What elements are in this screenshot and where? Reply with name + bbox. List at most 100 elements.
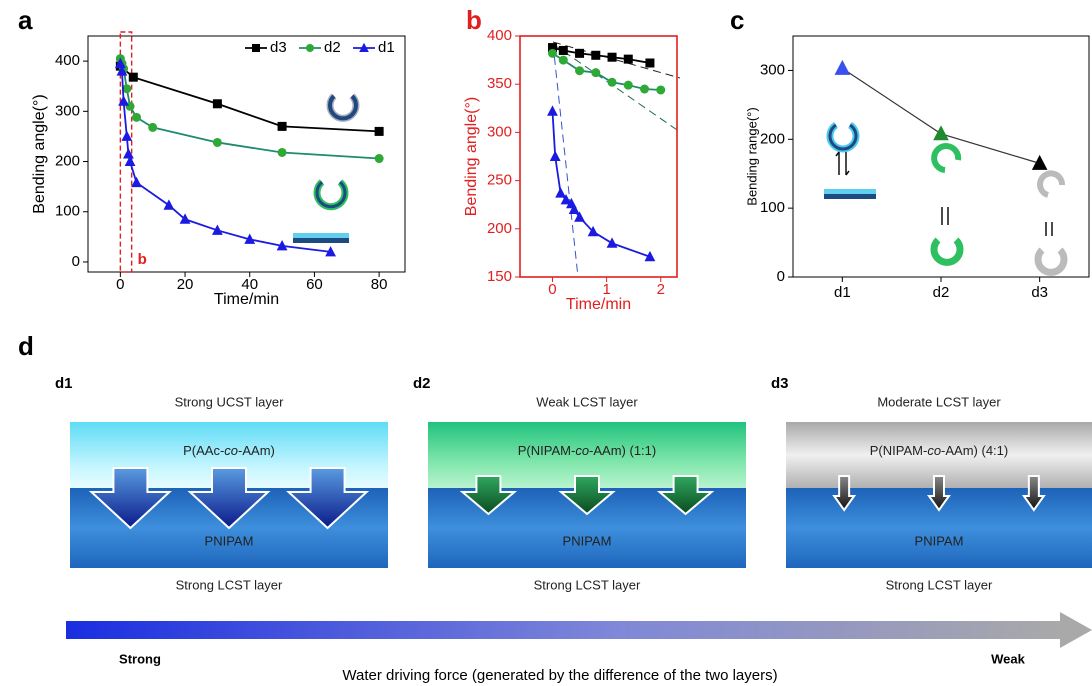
x-tick-label: 1	[602, 281, 610, 298]
y-tick-label: 200	[487, 220, 512, 237]
marker	[148, 122, 158, 132]
marker	[560, 194, 572, 205]
flow-arrow	[832, 475, 857, 512]
upper-layer-label: P(NIPAM-co-AAm) (1:1)	[518, 443, 656, 458]
y-tick-label: 0	[777, 268, 785, 285]
upper-layer-label: P(NIPAM-co-AAm) (4:1)	[870, 443, 1008, 458]
y-axis-label: Bending angle(°)	[31, 94, 48, 213]
y-tick-label: 300	[760, 61, 785, 78]
x-axis-label: Time/min	[566, 296, 631, 313]
lower-layer-label: PNIPAM	[563, 533, 612, 548]
y-tick-label: 400	[55, 52, 80, 69]
legend-label: d3	[270, 39, 287, 56]
marker	[118, 95, 129, 106]
strip-icon	[293, 238, 349, 243]
marker	[547, 48, 557, 58]
marker	[252, 44, 260, 52]
marker	[277, 121, 287, 131]
y-tick-label: 400	[487, 27, 512, 44]
panel-label: a	[18, 5, 33, 35]
y-tick-label: 300	[55, 102, 80, 119]
y-tick-label: 250	[487, 172, 512, 189]
ring-icon	[328, 94, 358, 121]
marker	[212, 99, 222, 109]
slope-line	[552, 43, 579, 278]
upper-layer-part: -AAm) (4:1)	[941, 443, 1008, 458]
upper-layer-part: P(NIPAM-	[870, 443, 928, 458]
panel-label: c	[730, 5, 744, 35]
y-tick-label: 0	[72, 253, 80, 270]
flow-arrow	[459, 475, 518, 516]
marker	[131, 176, 142, 188]
scale-end: Weak	[991, 651, 1025, 666]
bottom-label: Strong LCST layer	[534, 577, 641, 592]
decorations	[293, 41, 1068, 278]
y-tick-label: 200	[760, 130, 785, 147]
marker	[645, 58, 655, 68]
x-tick-label: 2	[657, 281, 665, 298]
ring-icon	[315, 180, 347, 209]
marker	[128, 72, 138, 82]
x-tick-label: 20	[177, 276, 194, 293]
upper-layer-part: P(NIPAM-	[518, 443, 576, 458]
ring-icon	[1037, 170, 1065, 198]
marker	[607, 52, 617, 62]
flow-arrow	[927, 475, 951, 512]
marker	[1031, 154, 1048, 170]
upper-layer-part: -AAm)	[238, 443, 275, 458]
upper-layer-part: co	[927, 443, 941, 458]
x-axis-label: Time/min	[214, 291, 279, 308]
strip-icon	[293, 233, 349, 238]
marker	[359, 42, 369, 52]
flow-arrow	[286, 467, 370, 530]
marker	[132, 112, 142, 122]
upper-layer-part: P(AAc-	[183, 443, 224, 458]
flow-arrow	[187, 467, 271, 530]
bottom-label: Strong LCST layer	[886, 577, 993, 592]
y-tick-label: 300	[487, 123, 512, 140]
top-label: Strong UCST layer	[175, 394, 285, 409]
marker	[306, 44, 314, 52]
x-tick-label: 0	[548, 281, 556, 298]
panel-label: b	[466, 5, 482, 35]
marker	[607, 77, 617, 87]
upper-layer-part: co	[224, 443, 238, 458]
marker	[179, 213, 191, 224]
switch-arrow	[1045, 222, 1053, 236]
marker	[555, 187, 567, 198]
marker	[547, 43, 557, 53]
marker	[834, 59, 851, 75]
plot-frame	[519, 35, 678, 278]
x-tick-label: 40	[241, 276, 258, 293]
marker	[121, 130, 133, 141]
upper-layer-part: -AAm) (1:1)	[589, 443, 656, 458]
bottom-label: Strong LCST layer	[176, 577, 283, 592]
marker	[623, 80, 633, 90]
series-line	[551, 111, 651, 258]
marker	[591, 68, 601, 78]
legend-label: d1	[378, 39, 395, 56]
upper-layer-label: P(AAc-co-AAm)	[183, 443, 275, 458]
scale-head	[1060, 612, 1092, 648]
x-tick-label: d2	[933, 284, 950, 301]
flow-arrow	[1021, 475, 1046, 512]
lower-layer-label: PNIPAM	[915, 533, 964, 548]
marker	[116, 65, 128, 76]
marker	[558, 45, 568, 55]
marker	[547, 105, 558, 116]
y-axis-label: Bending angle(°)	[463, 97, 480, 216]
scale-caption: Water driving force (generated by the di…	[342, 667, 777, 684]
legend-label: d2	[324, 39, 341, 56]
x-tick-label: 60	[306, 276, 323, 293]
series-line	[119, 58, 380, 160]
ring-icon	[930, 237, 964, 266]
y-tick-label: 150	[487, 268, 512, 285]
y-tick-label: 350	[487, 75, 512, 92]
marker	[656, 85, 666, 95]
y-tick-label: 100	[760, 199, 785, 216]
marker	[549, 150, 561, 161]
flow-arrow	[656, 475, 715, 516]
flow-arrow	[558, 475, 616, 516]
switch-arrow	[835, 151, 850, 176]
